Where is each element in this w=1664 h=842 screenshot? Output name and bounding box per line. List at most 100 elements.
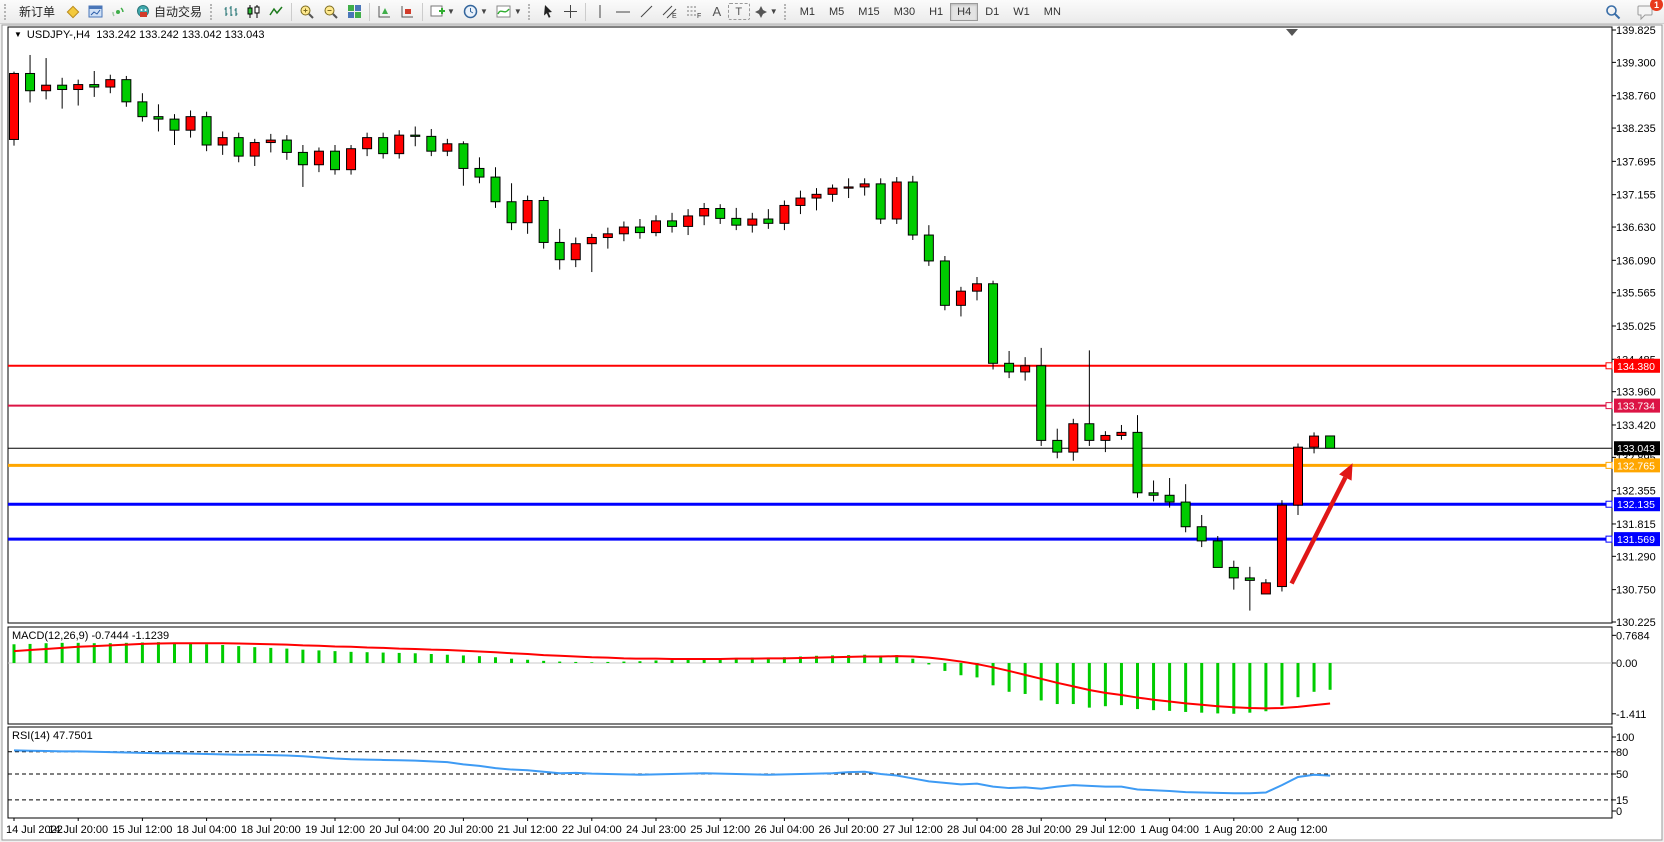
fibonacci-tool-icon[interactable]: F [682,2,706,22]
line-chart-mode-icon[interactable] [265,2,288,22]
tf-m15-button[interactable]: M15 [858,5,880,18]
candle-body [1036,365,1047,441]
text-tool-icon[interactable]: A [712,4,722,19]
candle-body [715,208,726,219]
candle-body [1164,494,1175,503]
tf-h1-button[interactable]: H1 [929,5,944,18]
rsi-indicator-label: RSI(14) 47.7501 [12,730,93,742]
tf-w1-button[interactable]: W1 [1013,5,1030,18]
cursor-tool-icon[interactable] [537,2,559,22]
chart-shift-icon[interactable] [373,2,396,22]
toolbar-grip[interactable] [783,3,789,20]
tf-m5-button[interactable]: M5 [829,5,845,18]
chat-unread-badge: 1 [1650,0,1663,11]
arrows-tool-icon[interactable]: ▼ [750,2,782,22]
line-handle[interactable] [1605,500,1613,508]
tile-windows-icon[interactable] [343,2,366,22]
svg-text:F: F [697,13,701,19]
auto-trading-button[interactable]: 自动交易 [130,2,208,22]
new-order-button[interactable]: 新订单 [19,5,56,19]
bar-chart-mode-icon[interactable] [219,2,242,22]
tf-d1-button[interactable]: D1 [985,5,1000,18]
candle-body [618,226,629,235]
price-axis-label: 138.760 [1616,91,1656,103]
vertical-line-tool-icon[interactable] [589,2,611,22]
candle-body [410,134,421,137]
trend-arrow-head[interactable] [1339,463,1353,481]
price-axis-label: 133.960 [1616,387,1656,399]
price-axis-label: 136.090 [1616,255,1656,267]
date-axis-label: 21 Jul 12:00 [498,824,558,836]
candle-body [795,197,806,206]
date-axis-label: 15 Jul 12:00 [112,824,172,836]
price-axis-label: 133.420 [1616,420,1656,432]
candle-body [683,215,694,227]
tf-h4-button[interactable]: H4 [950,2,979,21]
toolbar-grip[interactable] [210,3,215,20]
candle-body [811,193,822,199]
candle-body [25,72,36,92]
line-handle[interactable] [1605,535,1613,543]
candle-body [73,84,84,91]
price-axis-label: 138.235 [1616,123,1656,135]
chevron-down-icon: ▼ [769,7,778,16]
crosshair-tool-icon[interactable] [559,2,582,22]
text-label-tool-icon[interactable]: T [727,3,750,20]
toolbar-grip[interactable] [4,3,9,20]
period-clock-button[interactable]: ▼ [459,2,492,22]
tf-mn-button[interactable]: MN [1043,5,1061,18]
zoom-in-icon[interactable] [295,2,319,22]
toolbar-grip[interactable] [527,3,533,20]
candle-body [265,139,276,144]
price-tag-icon[interactable] [61,2,84,22]
charts-window-icon[interactable] [84,2,107,22]
chat-button[interactable]: 1 [1633,0,1663,22]
date-axis-label: 28 Jul 04:00 [947,824,1007,836]
chart-shift-marker[interactable] [1286,29,1298,36]
line-handle[interactable] [1605,362,1613,370]
price-axis-label: 136.630 [1616,222,1656,234]
equidistant-channel-tool-icon[interactable]: E [658,2,682,22]
date-axis-label: 27 Jul 12:00 [883,824,943,836]
chart-autoscroll-icon[interactable] [396,2,419,22]
tf-m1-button[interactable]: M1 [799,5,815,18]
date-axis-label: 18 Jul 04:00 [177,824,237,836]
line-handle[interactable] [1605,461,1613,469]
price-tag [1614,398,1660,413]
price-axis-label: 130.750 [1616,585,1656,597]
macd-indicator-label: MACD(12,26,9) -0.7444 -1.1239 [12,630,170,642]
candle-body [394,134,405,155]
candle-body [538,200,549,243]
signal-icon[interactable] [107,2,130,22]
candle-body [233,137,244,157]
indicators-button[interactable]: ▼ [492,2,526,22]
candle-body [972,283,982,292]
candle-body [121,79,132,103]
candle-body [923,234,934,262]
candle-body [779,204,790,224]
chart-dropdown-icon[interactable]: ▼ [14,30,22,39]
price-axis-label: 131.290 [1616,551,1656,563]
new-chart-button[interactable]: ▼ [426,2,459,22]
trendline-tool-icon[interactable] [635,2,658,22]
horizontal-line-tool-icon[interactable] [611,2,635,22]
search-icon[interactable] [1601,2,1625,22]
candle-body [747,218,758,226]
price-axis-label: 137.155 [1616,190,1656,202]
tf-m30-button[interactable]: M30 [893,5,916,18]
candle-body [1260,582,1271,595]
candle-body [362,137,373,150]
trend-arrow[interactable] [1289,476,1348,585]
price-tag-label: 132.135 [1617,499,1655,511]
candlestick-mode-icon[interactable] [242,2,265,22]
date-axis-label: 29 Jul 12:00 [1075,824,1135,836]
candle-body [474,167,485,178]
date-axis-label: 22 Jul 04:00 [562,824,622,836]
zoom-out-icon[interactable] [319,2,343,22]
date-axis-label: 26 Jul 20:00 [819,824,879,836]
candle-body [827,187,838,195]
line-handle[interactable] [1605,402,1613,410]
candle-body [955,290,966,306]
auto-trading-label: 自动交易 [154,5,203,19]
